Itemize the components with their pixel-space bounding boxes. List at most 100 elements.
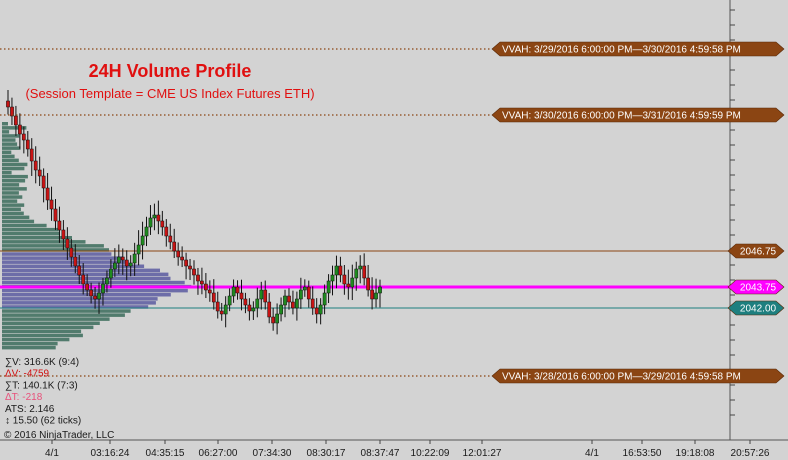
profile-bar: [2, 191, 19, 195]
candle-body: [14, 115, 18, 126]
poc-price-label: 2043.75: [740, 283, 777, 294]
profile-bar: [2, 219, 35, 224]
profile-bar: [2, 276, 171, 281]
candle-body: [65, 238, 70, 249]
profile-bar: [2, 162, 28, 167]
candle-body: [215, 301, 220, 312]
candle-body: [204, 283, 208, 291]
candle-body: [97, 292, 101, 300]
vvah-label-shape: [491, 107, 785, 123]
val-price-label-shape: [727, 300, 785, 316]
candle-body: [109, 268, 113, 279]
candle-body: [53, 208, 58, 222]
profile-bar: [2, 154, 15, 159]
profile-bar: [2, 252, 112, 256]
stat-line: ΔT: -218: [5, 392, 43, 403]
profile-bar: [2, 293, 171, 297]
candle-body: [33, 160, 38, 171]
time-tick-label: 03:16:24: [91, 448, 130, 459]
profile-bar: [2, 260, 129, 264]
candlestick-series: [6, 89, 382, 335]
candle-body: [196, 274, 200, 282]
profile-bar: [2, 187, 27, 191]
candle-body: [362, 265, 367, 279]
candle-body: [176, 250, 181, 258]
candle-body: [152, 214, 157, 219]
candle-body: [41, 175, 46, 189]
profile-bar: [2, 211, 24, 216]
profile-bar: [2, 333, 83, 338]
vvah-levels: VVAH: 3/29/2016 6:00:00 PM—3/30/2016 4:5…: [0, 41, 785, 384]
candle-body: [132, 253, 137, 264]
profile-bar: [2, 309, 131, 313]
candle-body: [291, 301, 295, 309]
candle-body: [267, 301, 272, 318]
candle-body: [275, 313, 279, 324]
candle-body: [116, 256, 121, 264]
time-tick-label: 10:22:09: [411, 448, 450, 459]
profile-bar: [2, 170, 12, 175]
profile-bar: [2, 305, 149, 309]
chart-subtitle: (Session Template = CME US Index Futures…: [25, 86, 314, 101]
profile-bar: [2, 166, 25, 171]
profile-bar: [2, 174, 28, 179]
price-markers: 2046.75 2043.75 2042.00: [727, 243, 785, 316]
candle-body: [243, 298, 248, 306]
candle-body: [271, 316, 275, 324]
time-tick-label: 12:01:27: [463, 448, 502, 459]
profile-bar: [2, 130, 10, 134]
time-tick-label: 08:37:47: [361, 448, 400, 459]
copyright-text: © 2016 NinjaTrader, LLC: [4, 430, 114, 441]
candle-body: [223, 304, 228, 315]
candle-body: [283, 295, 287, 306]
candle-body: [318, 304, 323, 315]
candle-body: [25, 139, 30, 150]
candle-body: [310, 298, 315, 309]
candle-body: [200, 280, 204, 285]
vvah-label-shape: [491, 41, 785, 57]
vvah-label: VVAH: 3/28/2016 6:00:00 PM—3/29/2016 4:5…: [502, 372, 741, 383]
candle-body: [188, 265, 192, 270]
candle-body: [89, 289, 93, 297]
profile-bar: [2, 313, 125, 317]
time-tick-label: 08:30:17: [307, 448, 346, 459]
candle-body: [302, 286, 307, 291]
profile-bar: [2, 227, 59, 232]
candle-body: [299, 289, 303, 300]
profile-bar: [2, 122, 8, 126]
stat-line: ΔV: -4759: [5, 369, 50, 380]
candle-body: [6, 100, 10, 108]
profile-bar: [2, 231, 60, 236]
profile-bar: [2, 321, 100, 325]
profile-bar: [2, 134, 20, 138]
candle-body: [279, 304, 283, 315]
candle-body: [370, 289, 374, 300]
candle-body: [128, 262, 133, 267]
profile-bar: [2, 272, 169, 277]
candle-body: [326, 280, 331, 294]
candle-body: [61, 229, 66, 240]
stat-line: ↕ 15.50 (62 ticks): [5, 416, 81, 427]
candle-body: [247, 304, 252, 312]
candle-body: [140, 235, 145, 246]
profile-bar: [2, 248, 109, 252]
time-tick-label: 07:34:30: [253, 448, 292, 459]
stat-line: ATS: 2.146: [5, 404, 55, 415]
profile-bar: [2, 264, 145, 268]
profile-bar: [2, 240, 86, 244]
candle-body: [49, 199, 54, 210]
profile-bar: [2, 236, 72, 240]
candle-body: [113, 262, 117, 270]
vvah-label: VVAH: 3/30/2016 6:00:00 PM—3/31/2016 4:5…: [502, 111, 741, 122]
profile-bar: [2, 329, 82, 334]
candle-body: [18, 124, 22, 135]
candle-body: [211, 292, 216, 303]
profile-bar: [2, 256, 123, 260]
candle-body: [101, 283, 105, 294]
profile-bar: [2, 215, 30, 220]
time-tick-label: 06:27:00: [199, 448, 238, 459]
time-tick-label: 20:57:26: [731, 448, 770, 459]
candle-body: [105, 277, 109, 285]
